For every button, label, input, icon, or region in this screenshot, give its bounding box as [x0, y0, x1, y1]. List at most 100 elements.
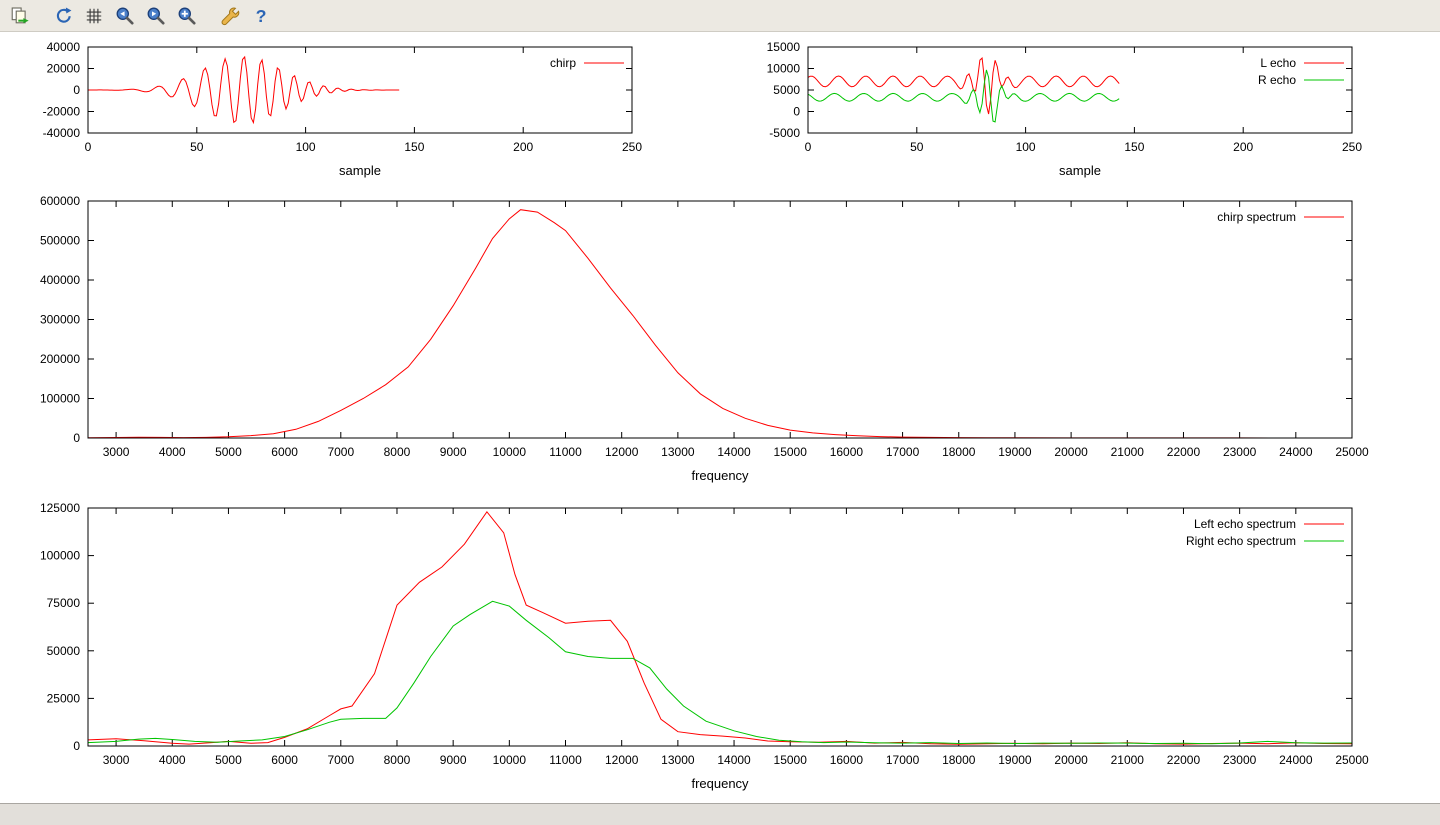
x-axis-label: sample — [339, 163, 381, 178]
plot-border — [87, 46, 633, 134]
svg-text:19000: 19000 — [998, 753, 1032, 767]
svg-text:20000: 20000 — [47, 62, 81, 76]
help-icon: ? — [255, 6, 266, 26]
svg-text:300000: 300000 — [40, 313, 80, 327]
legend: L echo R echo — [1258, 56, 1344, 87]
series-right-echo-spectrum — [88, 600, 1352, 745]
svg-text:11000: 11000 — [549, 445, 582, 459]
svg-text:-40000: -40000 — [43, 126, 81, 140]
svg-text:13000: 13000 — [661, 445, 695, 459]
svg-text:10000: 10000 — [493, 445, 527, 459]
svg-text:100000: 100000 — [40, 392, 80, 406]
legend-label: Left echo spectrum — [1194, 517, 1296, 531]
status-bar — [0, 803, 1440, 825]
svg-text:23000: 23000 — [1223, 445, 1257, 459]
svg-text:?: ? — [255, 6, 266, 26]
chart-1: 0 50 100 150 200 250 -5000 0 5000 10000 15000 sampl… — [767, 40, 1363, 178]
series-left-echo-spectrum — [88, 510, 1352, 745]
series-l-echo — [808, 56, 1120, 115]
svg-text:3000: 3000 — [103, 753, 130, 767]
svg-text:19000: 19000 — [998, 445, 1032, 459]
svg-text:9000: 9000 — [440, 753, 467, 767]
svg-text:17000: 17000 — [886, 753, 920, 767]
series-chirp — [88, 55, 400, 125]
series-chirp-spectrum — [88, 209, 1352, 438]
svg-text:50000: 50000 — [47, 644, 81, 658]
svg-text:5000: 5000 — [215, 753, 242, 767]
wrench-icon — [221, 6, 239, 25]
legend: chirp spectrum — [1217, 210, 1344, 224]
svg-text:25000: 25000 — [1335, 445, 1369, 459]
svg-text:25000: 25000 — [47, 691, 81, 705]
svg-text:25000: 25000 — [1335, 753, 1369, 767]
svg-text:12000: 12000 — [605, 445, 639, 459]
svg-text:-20000: -20000 — [43, 105, 81, 119]
svg-text:9000: 9000 — [440, 445, 467, 459]
tick-labels: 0 50 100 150 200 250 -40000 -20000 0 20000 40000 sa… — [43, 40, 643, 178]
svg-text:18000: 18000 — [942, 753, 976, 767]
svg-text:50: 50 — [910, 140, 924, 154]
zoom-next-button[interactable] — [142, 2, 169, 29]
configure-button[interactable] — [216, 2, 243, 29]
grid-icon — [86, 8, 101, 23]
zoom-previous-button[interactable] — [111, 2, 138, 29]
x-axis-label: sample — [1059, 163, 1101, 178]
svg-text:18000: 18000 — [942, 445, 976, 459]
svg-text:400000: 400000 — [40, 273, 80, 287]
plot-canvas[interactable]: 0 50 100 150 200 250-40000-2000002000040000sa… — [0, 33, 1440, 803]
x-axis-label: frequency — [691, 776, 749, 791]
replot-button[interactable] — [49, 2, 76, 29]
svg-text:6000: 6000 — [271, 753, 298, 767]
svg-text:40000: 40000 — [47, 40, 81, 54]
svg-text:12000: 12000 — [605, 753, 639, 767]
toolbar: ? — [0, 0, 1440, 32]
svg-text:22000: 22000 — [1167, 753, 1201, 767]
toggle-grid-button[interactable] — [80, 2, 107, 29]
svg-text:100: 100 — [296, 140, 316, 154]
tick-labels: 3000 4000 5000 6000 7000 8000 9000 10000 11000 12… — [40, 501, 1369, 791]
legend-label: L echo — [1260, 56, 1296, 70]
autoscale-icon — [178, 7, 196, 25]
svg-text:22000: 22000 — [1167, 445, 1201, 459]
svg-text:-5000: -5000 — [769, 126, 800, 140]
svg-text:16000: 16000 — [830, 753, 864, 767]
legend: chirp — [550, 56, 624, 70]
svg-text:500000: 500000 — [40, 234, 80, 248]
svg-text:24000: 24000 — [1279, 753, 1313, 767]
svg-text:3000: 3000 — [103, 445, 130, 459]
svg-text:15000: 15000 — [774, 445, 808, 459]
svg-text:0: 0 — [73, 431, 80, 445]
svg-text:0: 0 — [805, 140, 812, 154]
svg-text:250: 250 — [1342, 140, 1362, 154]
replot-icon — [56, 7, 71, 23]
zoom-next-icon — [147, 7, 165, 25]
help-button[interactable]: ? — [247, 2, 274, 29]
copy-to-clipboard-button[interactable] — [6, 2, 33, 29]
chart-2: 3000 4000 5000 6000 7000 8000 9000 10000 11000 12… — [40, 194, 1369, 483]
svg-text:250: 250 — [622, 140, 642, 154]
series-lines — [88, 55, 400, 125]
tick-labels: 3000 4000 5000 6000 7000 8000 9000 10000 11000 12… — [40, 194, 1369, 483]
x-axis-label: frequency — [691, 468, 749, 483]
plot-border — [87, 507, 1353, 747]
svg-text:75000: 75000 — [47, 596, 81, 610]
svg-text:14000: 14000 — [717, 445, 751, 459]
svg-text:200: 200 — [1233, 140, 1253, 154]
chart-0: 0 50 100 150 200 250 -40000 -20000 0 20000 40000 sa… — [43, 40, 643, 178]
svg-text:10000: 10000 — [493, 753, 527, 767]
autoscale-button[interactable] — [173, 2, 200, 29]
plot-area: 0 50 100 150 200 250 -40000 -20000 0 20000 40000 sa… — [0, 33, 1440, 803]
svg-text:17000: 17000 — [886, 445, 920, 459]
svg-text:23000: 23000 — [1223, 753, 1257, 767]
svg-text:15000: 15000 — [774, 753, 808, 767]
plot-border — [807, 46, 1353, 134]
svg-text:0: 0 — [73, 83, 80, 97]
svg-text:16000: 16000 — [830, 445, 864, 459]
tick-labels: 0 50 100 150 200 250 -5000 0 5000 10000 15000 sampl… — [767, 40, 1363, 178]
chart-3: 3000 4000 5000 6000 7000 8000 9000 10000 11000 12… — [40, 501, 1369, 791]
copy-icon — [11, 6, 29, 23]
axis-ticks — [88, 200, 1353, 439]
svg-text:20000: 20000 — [1054, 753, 1088, 767]
legend-label: chirp — [550, 56, 576, 70]
svg-text:0: 0 — [73, 739, 80, 753]
